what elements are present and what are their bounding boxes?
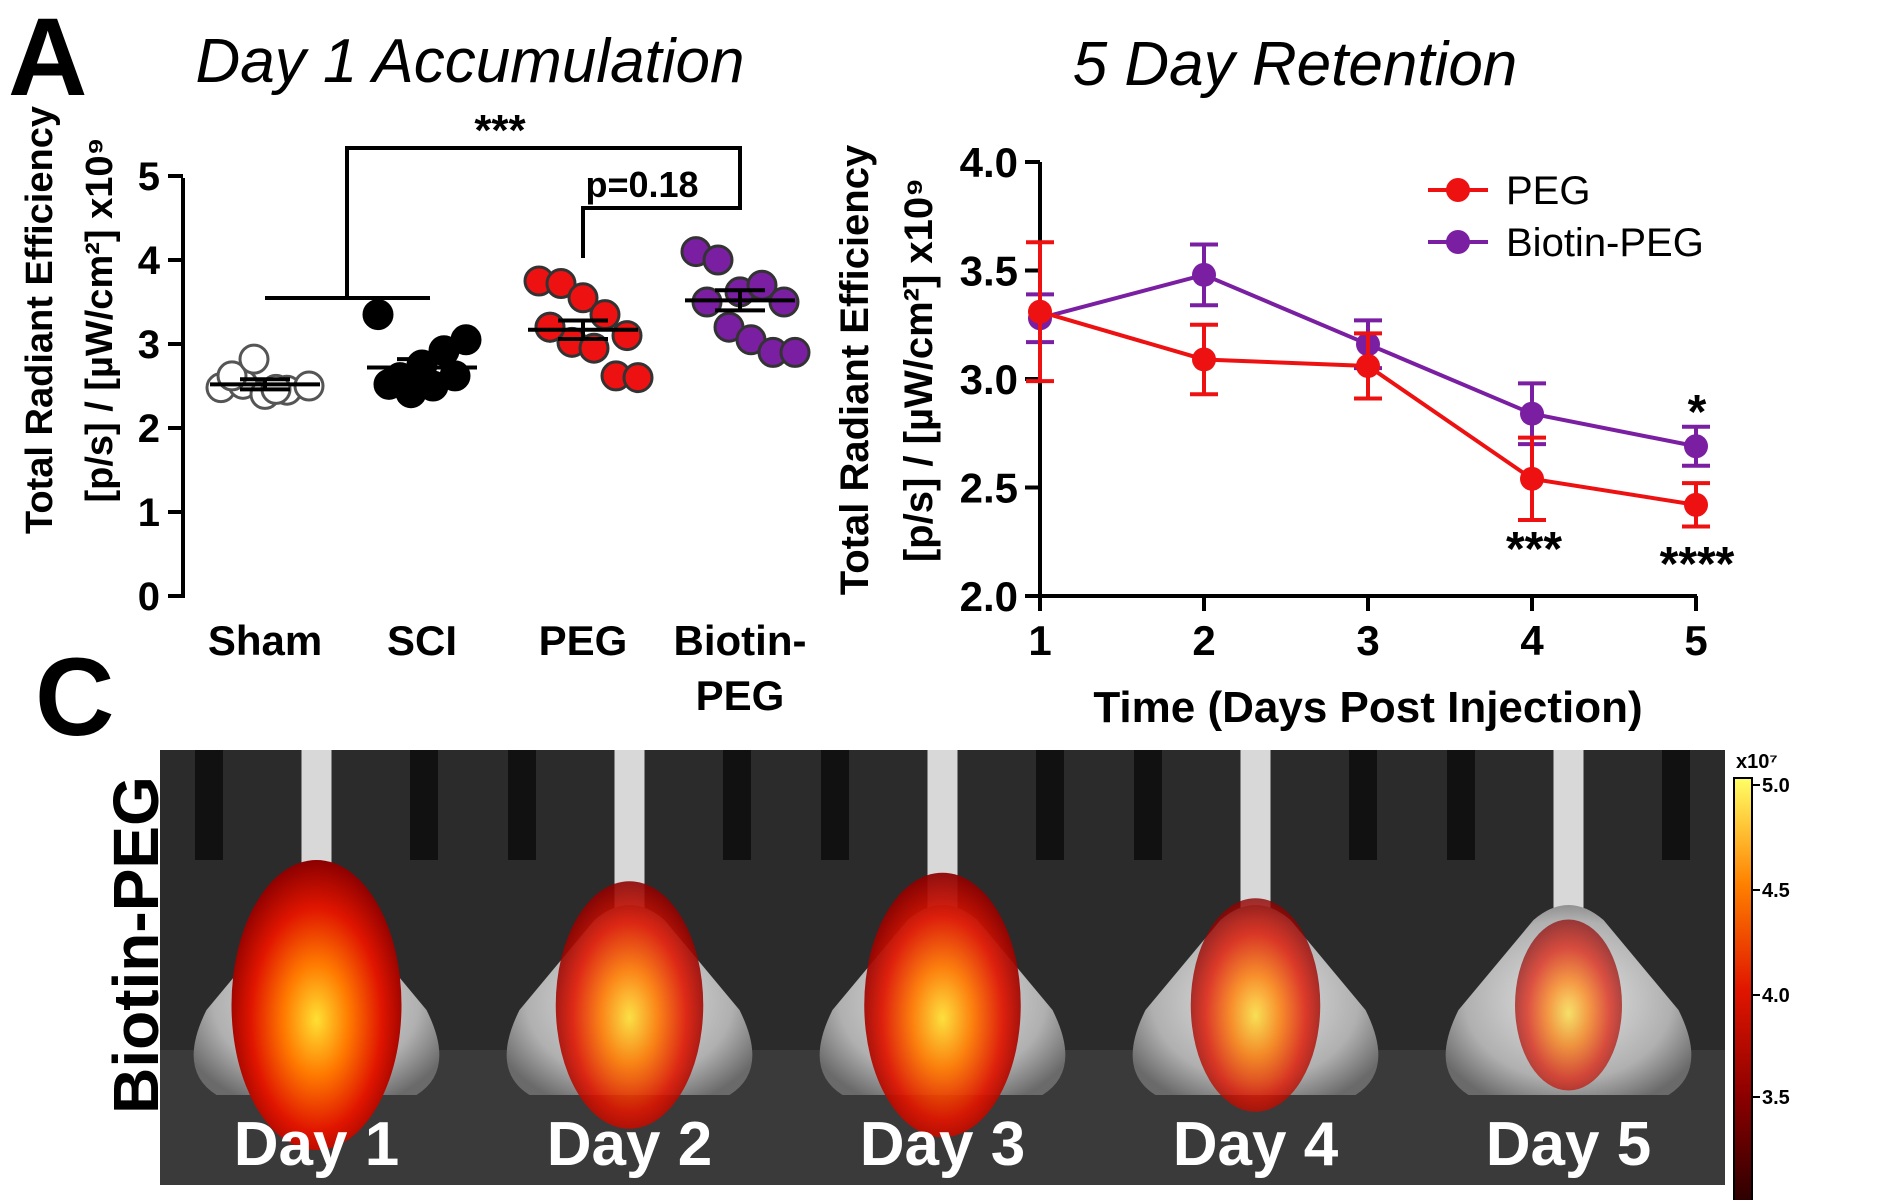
imaging-rail: [195, 750, 223, 860]
legend-swatch-marker: [1446, 178, 1470, 202]
accumulation-ytick-label: 3: [138, 323, 160, 367]
imaging-frame: Day 2: [473, 750, 786, 1185]
retention-xtick-label: 1: [1028, 617, 1051, 664]
panel-label-c: C: [35, 636, 114, 759]
retention-ytick-label: 3.5: [960, 248, 1018, 295]
legend-swatch-marker: [1446, 230, 1470, 254]
imaging-signal: [1190, 898, 1321, 1112]
significance-stars-main: ***: [474, 106, 526, 155]
colorbar-tick-label: 4.5: [1762, 880, 1790, 902]
retention-xtick-label: 2: [1192, 617, 1215, 664]
retention-ytick-label: 3.0: [960, 356, 1018, 403]
accumulation-point: [545, 268, 577, 300]
imaging-panel: Biotin-PEG Day 1 Day 2 Day 3 Day 4 Day 5 x10…: [100, 750, 1790, 1200]
significance-bracket-peg-biotin: [581, 188, 742, 258]
retention-xtick-label: 3: [1356, 617, 1379, 664]
retention-point: [1684, 434, 1708, 459]
accumulation-point: [578, 332, 610, 364]
accumulation-ytick-label: 2: [138, 407, 160, 451]
imaging-day-label: Day 5: [1486, 1110, 1651, 1179]
imaging-rail: [1662, 750, 1690, 860]
imaging-day-label: Day 4: [1173, 1110, 1339, 1179]
accumulation-category-label: PEG: [696, 672, 785, 719]
accumulation-ylabel-line1: Total Radiant Efficiency: [19, 106, 61, 534]
imaging-signal: [864, 872, 1021, 1138]
retention-point: [1356, 353, 1380, 378]
imaging-rail: [410, 750, 438, 860]
accumulation-point: [779, 336, 811, 368]
imaging-signal: [1515, 919, 1622, 1091]
accumulation-point: [450, 324, 482, 356]
accumulation-ytick-label: 1: [138, 491, 160, 535]
imaging-day-label: Day 2: [547, 1110, 712, 1179]
imaging-frame: Day 5: [1412, 750, 1725, 1185]
significance-day5-biotin: *: [1688, 386, 1707, 439]
retention-point: [1520, 466, 1544, 491]
imaging-rail: [1349, 750, 1377, 860]
retention-xtick-label: 5: [1684, 617, 1707, 664]
accumulation-ytick-label: 0: [138, 575, 160, 619]
retention-xlabel: Time (Days Post Injection): [1093, 683, 1642, 732]
retention-ytick-label: 4.0: [960, 139, 1018, 186]
retention-point: [1192, 347, 1216, 372]
retention-ytick-label: 2.0: [960, 573, 1018, 620]
imaging-signal: [555, 881, 704, 1129]
retention-xtick-label: 4: [1520, 617, 1544, 664]
accumulation-point: [702, 244, 734, 276]
significance-day5-peg: ****: [1660, 538, 1735, 591]
imaging-frame: Day 3: [786, 750, 1099, 1185]
retention-ylabel-line2: [p/s] / [µW/cm²] x10⁹: [897, 178, 941, 562]
colorbar-tick-label: 5.0: [1762, 775, 1790, 797]
retention-point: [1028, 299, 1052, 324]
accumulation-category-label: PEG: [539, 617, 628, 664]
imaging-day-label: Day 3: [860, 1110, 1025, 1179]
p-value-label: p=0.18: [585, 164, 698, 205]
accumulation-point: [589, 299, 621, 331]
panel-label-a: A: [8, 0, 87, 119]
imaging-rail: [723, 750, 751, 860]
accumulation-ytick-label: 5: [138, 155, 160, 199]
imaging-day-label: Day 1: [234, 1110, 399, 1179]
imaging-rail: [821, 750, 849, 860]
imaging-rail: [1036, 750, 1064, 860]
legend-label: Biotin-PEG: [1506, 221, 1704, 265]
colorbar-exponent: x10⁷: [1736, 751, 1778, 773]
colorbar-tick-label: 3.5: [1762, 1087, 1790, 1109]
accumulation-category-label: Sham: [208, 617, 322, 664]
retention-title: 5 Day Retention: [1073, 30, 1518, 99]
significance-bracket-main: [345, 146, 742, 298]
accumulation-point: [534, 311, 566, 343]
accumulation-point: [238, 343, 270, 375]
colorbar-tick-label: 4.0: [1762, 985, 1790, 1007]
accumulation-point: [611, 320, 643, 352]
retention-ytick-label: 2.5: [960, 465, 1018, 512]
retention-chart: 5 Day Retention Total Radiant Efficiency…: [833, 30, 1735, 732]
imaging-frame: Day 1: [160, 750, 473, 1185]
accumulation-ylabel-line2: [p/s] / [µW/cm²] x10⁹: [79, 137, 121, 502]
legend-label: PEG: [1506, 169, 1590, 213]
retention-point: [1192, 262, 1216, 287]
accumulation-chart: Day 1 Accumulation Total Radiant Efficie…: [19, 27, 811, 719]
accumulation-category-label: SCI: [387, 617, 457, 664]
retention-point: [1684, 492, 1708, 517]
accumulation-point: [362, 299, 394, 331]
colorbar: [1733, 777, 1753, 1200]
retention-legend: PEG Biotin-PEG: [1428, 169, 1704, 265]
accumulation-category-label: Biotin-: [674, 617, 807, 664]
imaging-rail: [508, 750, 536, 860]
accumulation-point: [622, 362, 654, 394]
significance-day4-peg: ***: [1506, 523, 1562, 576]
retention-series: [1026, 240, 1710, 529]
accumulation-ytick-label: 4: [138, 239, 161, 283]
accumulation-title: Day 1 Accumulation: [195, 27, 744, 96]
imaging-signal: [231, 860, 402, 1150]
accumulation-point: [567, 282, 599, 314]
retention-point: [1520, 401, 1544, 426]
imaging-frame: Day 4: [1099, 750, 1412, 1185]
imaging-rail: [1447, 750, 1475, 860]
imaging-rail: [1134, 750, 1162, 860]
retention-ylabel-line1: Total Radiant Efficiency: [833, 144, 877, 595]
